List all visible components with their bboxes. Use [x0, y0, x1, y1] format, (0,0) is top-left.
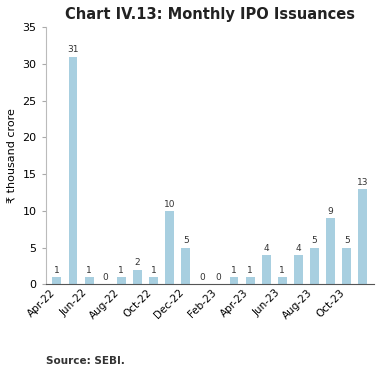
- Bar: [149, 277, 158, 284]
- Bar: [230, 277, 239, 284]
- Bar: [278, 277, 287, 284]
- Text: 0: 0: [102, 273, 108, 282]
- Bar: [246, 277, 255, 284]
- Bar: [181, 248, 190, 284]
- Y-axis label: ₹ thousand crore: ₹ thousand crore: [7, 108, 17, 203]
- Text: 1: 1: [150, 266, 156, 275]
- Text: 5: 5: [183, 236, 189, 245]
- Bar: [69, 57, 77, 284]
- Bar: [85, 277, 94, 284]
- Text: 1: 1: [231, 266, 237, 275]
- Text: 1: 1: [118, 266, 124, 275]
- Text: 5: 5: [312, 236, 317, 245]
- Text: 10: 10: [164, 200, 175, 209]
- Text: 9: 9: [328, 207, 333, 216]
- Bar: [342, 248, 351, 284]
- Text: 0: 0: [199, 273, 205, 282]
- Bar: [133, 270, 142, 284]
- Text: 13: 13: [357, 178, 368, 187]
- Text: 1: 1: [247, 266, 253, 275]
- Text: 2: 2: [134, 258, 140, 267]
- Text: 31: 31: [67, 45, 79, 55]
- Bar: [326, 218, 335, 284]
- Text: 1: 1: [279, 266, 285, 275]
- Text: 1: 1: [86, 266, 92, 275]
- Title: Chart IV.13: Monthly IPO Issuances: Chart IV.13: Monthly IPO Issuances: [65, 7, 355, 22]
- Bar: [117, 277, 126, 284]
- Bar: [165, 211, 174, 284]
- Text: 4: 4: [263, 244, 269, 253]
- Text: 4: 4: [296, 244, 301, 253]
- Bar: [53, 277, 61, 284]
- Text: Source: SEBI.: Source: SEBI.: [46, 356, 125, 366]
- Text: 1: 1: [54, 266, 60, 275]
- Text: 0: 0: [215, 273, 221, 282]
- Text: 5: 5: [344, 236, 349, 245]
- Bar: [294, 255, 303, 284]
- Bar: [262, 255, 271, 284]
- Bar: [359, 189, 367, 284]
- Bar: [310, 248, 319, 284]
